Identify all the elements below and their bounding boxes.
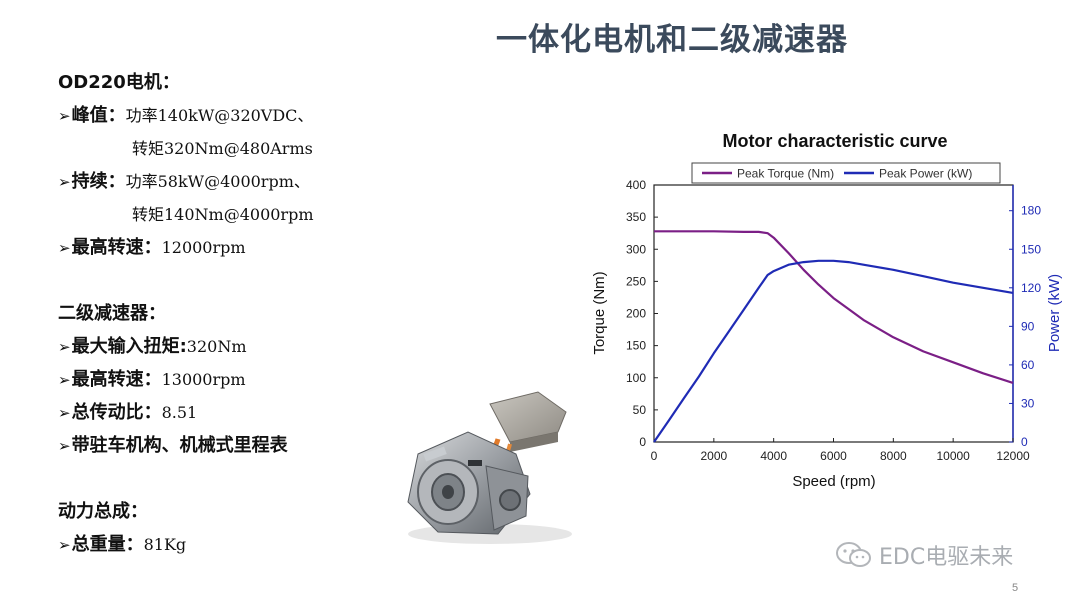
park-label: 带驻车机构、机械式里程表 [71,435,288,456]
y-tick-label: 300 [626,242,646,256]
y-axis-label: Torque (Nm) [591,271,608,354]
spec-list: OD220电机： ➢峰值：功率140kW@320VDC、 转矩320Nm@480… [58,66,398,561]
x-tick-label: 0 [651,449,658,463]
page-number: 5 [1012,582,1019,594]
motor-assembly-photo [407,391,572,544]
y-tick-label: 50 [633,403,647,417]
weight-label: 总重量： [71,534,144,555]
y-tick-label: 100 [626,371,646,385]
ratio-value: 8.51 [161,403,198,422]
power-series-line [653,259,1014,443]
x-tick-label: 2000 [700,449,727,463]
torque-series-line [654,230,1014,384]
reducer-header: 二级减速器： [58,297,398,330]
x-tick-label: 10000 [936,449,970,463]
y-tick-label: 400 [626,178,646,192]
weight-value: 81Kg [143,535,187,554]
plot-area: 0 2000 4000 6000 8000 10000 120000501001502002… [626,162,1041,463]
watermark-text: EDC电驱未来 [879,545,1014,570]
y-tick-label: 0 [639,435,646,449]
peak-power: 功率140kW@320VDC、 [125,106,314,125]
y2-tick-label: 90 [1021,319,1035,333]
max-speed-row: ➢最高转速：12000rpm [58,231,398,264]
weight-row: ➢总重量：81Kg [58,528,398,561]
y-tick-label: 150 [626,339,646,353]
input-torque-value: 320Nm [186,337,247,356]
peak-torque-row: 转矩320Nm@480Arms [58,132,398,165]
max-speed-value: 12000rpm [161,238,246,257]
arrow-bullet-icon: ➢ [58,173,71,191]
arrow-bullet-icon: ➢ [58,107,71,125]
y2-tick-label: 120 [1021,281,1041,295]
watermark: EDC电驱未来 [835,540,1013,570]
plot-frame [653,184,1014,443]
y-tick-label: 350 [626,210,646,224]
continuous-power: 功率58kW@4000rpm、 [125,172,310,191]
continuous-label: 持续： [71,171,126,192]
spacer [58,462,398,495]
y2-tick-label: 60 [1021,358,1035,372]
y2-tick-label: 30 [1021,396,1035,410]
arrow-bullet-icon: ➢ [58,437,71,455]
legend-label: Peak Torque (Nm) [737,167,834,181]
assembly-header: 动力总成： [58,495,398,528]
legend-label: Peak Power (kW) [879,167,972,181]
y2-axis-label: Power (kW) [1046,274,1063,352]
wechat-watermark-icon [836,542,871,567]
reducer-speed-row: ➢最高转速：13000rpm [58,363,398,396]
slide-title: 一体化电机和二级减速器 [496,22,848,58]
max-speed-label: 最高转速： [71,237,162,258]
continuous-torque-row: 转矩140Nm@4000rpm [58,198,398,231]
park-row: ➢带驻车机构、机械式里程表 [58,429,398,462]
arrow-bullet-icon: ➢ [58,404,71,422]
x-tick-label: 12000 [996,449,1030,463]
motor-characteristic-chart: Motor characteristic curve 0 2000 4000 6000… [591,131,1063,490]
input-torque-label: 最大输入扭矩: [71,336,187,357]
reducer-speed-value: 13000rpm [161,370,246,389]
y2-tick-label: 150 [1021,242,1041,256]
motor-header: OD220电机： [58,66,398,99]
arrow-bullet-icon: ➢ [58,239,71,257]
y2-tick-label: 0 [1021,435,1028,449]
arrow-bullet-icon: ➢ [58,338,71,356]
motor-header-text: OD220电机： [58,72,180,93]
input-torque-row: ➢最大输入扭矩:320Nm [58,330,398,363]
ratio-label: 总传动比： [71,402,162,423]
x-tick-label: 8000 [880,449,907,463]
y-tick-label: 200 [626,307,646,321]
chart-title: Motor characteristic curve [722,131,947,151]
y-tick-label: 250 [626,274,646,288]
y2-tick-label: 180 [1021,204,1041,218]
assembly-header-text: 动力总成： [58,501,148,522]
arrow-bullet-icon: ➢ [58,371,71,389]
reducer-speed-label: 最高转速： [71,369,162,390]
x-axis-label: Speed (rpm) [792,473,875,490]
spacer [58,264,398,297]
ratio-row: ➢总传动比：8.51 [58,396,398,429]
continuous-row: ➢持续：功率58kW@4000rpm、 [58,165,398,198]
continuous-torque: 转矩140Nm@4000rpm [132,205,314,224]
peak-label: 峰值： [71,105,126,126]
peak-torque: 转矩320Nm@480Arms [132,139,313,158]
x-tick-label: 4000 [760,449,787,463]
reducer-header-text: 二级减速器： [58,303,166,324]
arrow-bullet-icon: ➢ [58,536,71,554]
x-tick-label: 6000 [820,449,847,463]
peak-row: ➢峰值：功率140kW@320VDC、 [58,99,398,132]
